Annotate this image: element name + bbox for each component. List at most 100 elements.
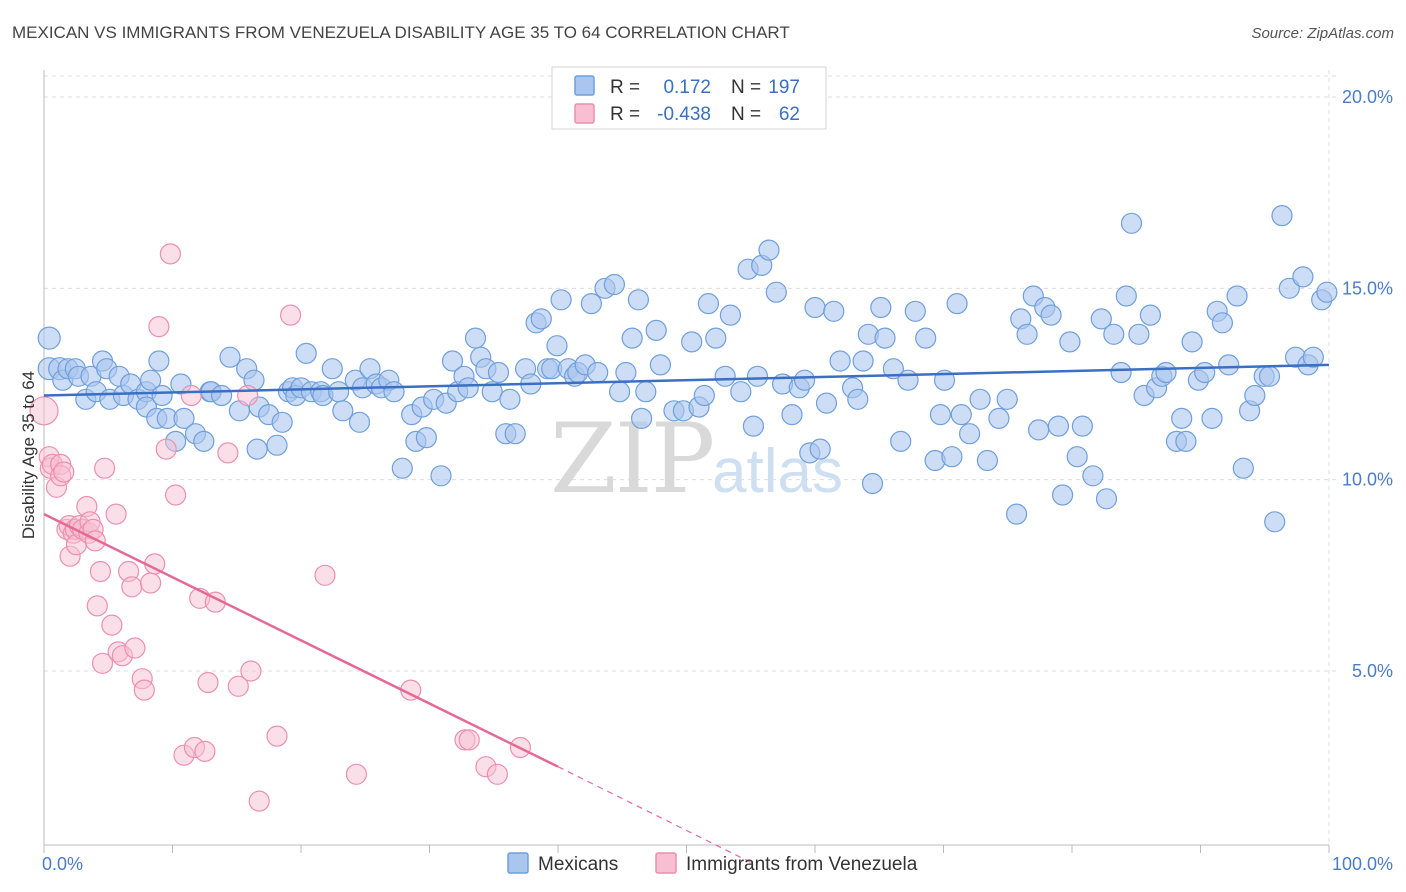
point-mexicans bbox=[1051, 484, 1074, 506]
point-mexicans bbox=[861, 472, 884, 495]
point-mexicans bbox=[608, 381, 631, 403]
grid-layer bbox=[44, 70, 1337, 845]
y-tick-label: 15.0% bbox=[1342, 278, 1393, 298]
point-mexicans bbox=[499, 388, 521, 410]
point-mexicans bbox=[809, 438, 831, 460]
point-mexicans bbox=[829, 350, 851, 372]
point-venezuela bbox=[237, 384, 259, 407]
stats-legend-box bbox=[551, 66, 827, 130]
point-mexicans bbox=[941, 446, 963, 468]
trendline-venezuela-extension bbox=[557, 766, 752, 863]
point-mexicans bbox=[870, 296, 892, 319]
point-mexicans bbox=[430, 465, 452, 487]
stats-legend: R = 0.172 N = 197 R = -0.438 N = 62 bbox=[551, 66, 827, 130]
point-mexicans bbox=[1128, 323, 1150, 345]
point-mexicans bbox=[765, 281, 787, 303]
y-axis-label: Disability Age 35 to 64 bbox=[19, 371, 38, 539]
point-mexicans bbox=[627, 289, 650, 311]
point-mexicans bbox=[621, 327, 643, 349]
point-mexicans bbox=[530, 308, 552, 330]
point-mexicans bbox=[487, 361, 510, 384]
chart-title: MEXICAN VS IMMIGRANTS FROM VENEZUELA DIS… bbox=[12, 23, 790, 42]
point-mexicans bbox=[929, 404, 952, 426]
point-mexicans bbox=[1103, 323, 1125, 345]
point-mexicans bbox=[1194, 361, 1216, 384]
point-mexicans bbox=[1292, 266, 1314, 288]
x-tick-label: 0.0% bbox=[42, 854, 83, 874]
stats-legend-n-value-venezuela: 62 bbox=[779, 104, 800, 125]
point-mexicans bbox=[457, 377, 479, 399]
point-mexicans bbox=[1040, 304, 1062, 326]
point-mexicans bbox=[890, 430, 912, 452]
point-mexicans bbox=[823, 300, 845, 322]
trendline-venezuela bbox=[43, 512, 559, 768]
point-mexicans bbox=[1316, 281, 1338, 303]
point-mexicans bbox=[1264, 511, 1286, 533]
point-mexicans bbox=[815, 392, 838, 414]
point-mexicans bbox=[1258, 365, 1281, 387]
point-mexicans bbox=[1120, 212, 1143, 234]
point-mexicans bbox=[219, 346, 241, 368]
point-mexicans bbox=[348, 411, 371, 433]
axes-layer: 5.0% 10.0% 15.0% 20.0% 0.0% 100.0% bbox=[42, 70, 1393, 874]
point-mexicans bbox=[546, 335, 568, 357]
point-mexicans bbox=[758, 239, 780, 261]
point-mexicans bbox=[793, 369, 816, 391]
point-venezuela bbox=[197, 671, 219, 694]
point-mexicans bbox=[874, 327, 896, 349]
point-mexicans bbox=[976, 449, 999, 472]
point-venezuela bbox=[240, 660, 262, 682]
point-mexicans bbox=[1082, 465, 1104, 487]
point-venezuela bbox=[486, 763, 508, 785]
stats-legend-r-value-venezuela: -0.438 bbox=[657, 104, 711, 125]
point-mexicans bbox=[681, 331, 703, 353]
stats-legend-swatch-venezuela bbox=[574, 103, 595, 124]
bottom-legend-swatch-venezuela bbox=[655, 852, 677, 874]
point-mexicans bbox=[630, 407, 653, 429]
point-mexicans bbox=[719, 304, 742, 326]
y-tick-label: 10.0% bbox=[1342, 470, 1393, 490]
point-mexicans bbox=[173, 407, 195, 429]
point-mexicans bbox=[847, 388, 869, 410]
point-mexicans bbox=[1244, 384, 1266, 407]
point-mexicans bbox=[1090, 308, 1112, 330]
point-mexicans bbox=[946, 293, 968, 315]
point-mexicans bbox=[852, 350, 874, 372]
point-venezuela bbox=[91, 652, 114, 674]
point-venezuela bbox=[148, 316, 170, 338]
point-venezuela bbox=[53, 461, 75, 483]
y-tick-label: 5.0% bbox=[1352, 661, 1393, 681]
point-mexicans bbox=[1226, 285, 1248, 307]
bottom-legend-label-venezuela: Immigrants from Venezuela bbox=[686, 854, 918, 875]
point-venezuela bbox=[93, 457, 116, 479]
point-mexicans bbox=[1211, 312, 1234, 334]
stats-legend-swatch-mexicans bbox=[574, 75, 595, 96]
point-venezuela bbox=[280, 304, 302, 326]
stats-legend-n-value-mexicans: 197 bbox=[768, 77, 800, 98]
point-mexicans bbox=[705, 327, 727, 349]
point-venezuela bbox=[84, 530, 106, 552]
point-mexicans bbox=[904, 300, 926, 322]
point-mexicans bbox=[1278, 277, 1300, 299]
point-mexicans bbox=[148, 350, 170, 372]
point-venezuela bbox=[140, 572, 162, 594]
point-mexicans bbox=[693, 384, 715, 407]
point-venezuela bbox=[217, 442, 239, 464]
point-mexicans bbox=[915, 327, 937, 349]
point-mexicans bbox=[958, 423, 981, 445]
point-mexicans bbox=[1302, 346, 1324, 368]
trendline-mexicans bbox=[43, 363, 1330, 397]
x-tick-label: 100.0% bbox=[1332, 854, 1393, 874]
point-venezuela bbox=[133, 679, 155, 701]
point-mexicans bbox=[649, 354, 672, 376]
point-mexicans bbox=[550, 289, 572, 311]
point-venezuela bbox=[345, 763, 367, 785]
stats-legend-r-label-venezuela: R = bbox=[610, 104, 640, 125]
point-venezuela bbox=[105, 503, 127, 525]
point-venezuela bbox=[227, 675, 249, 697]
point-mexicans bbox=[193, 430, 215, 452]
point-mexicans bbox=[1016, 323, 1038, 345]
point-mexicans bbox=[804, 296, 826, 319]
point-mexicans bbox=[1115, 285, 1137, 307]
